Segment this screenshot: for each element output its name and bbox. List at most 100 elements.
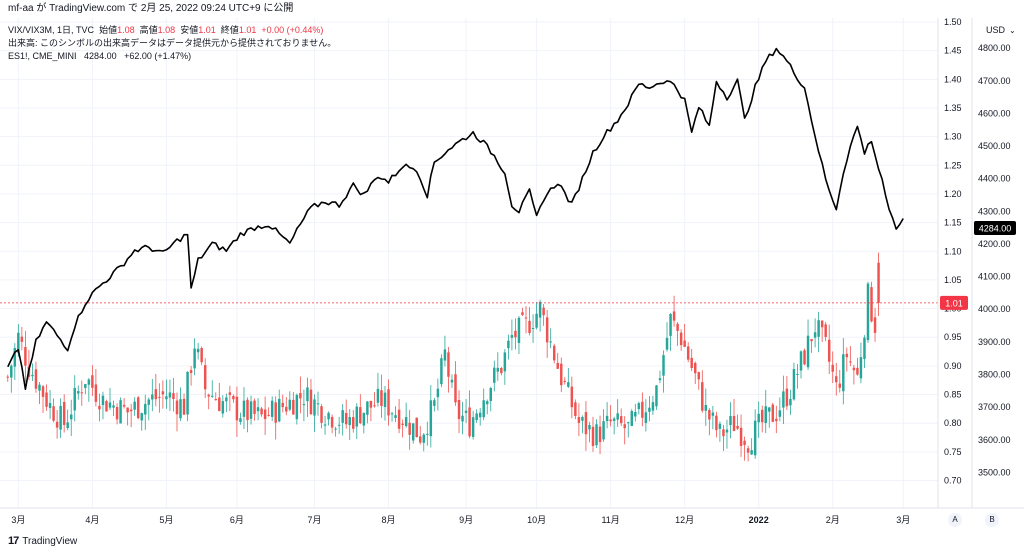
legend-open: 1.08 bbox=[117, 25, 135, 35]
candle-body bbox=[383, 392, 387, 407]
candle-body bbox=[87, 379, 91, 385]
es-tick-label: 4400.00 bbox=[978, 174, 1011, 184]
candle-body bbox=[475, 413, 478, 421]
candle-body bbox=[535, 313, 538, 328]
candle-body bbox=[870, 287, 873, 322]
candle-body bbox=[263, 409, 267, 420]
candle-body bbox=[80, 392, 84, 394]
tradingview-logo[interactable]: 17 TradingView bbox=[8, 535, 77, 547]
candle-body bbox=[200, 348, 203, 363]
svg-text:USD: USD bbox=[986, 25, 1006, 35]
candle-body bbox=[711, 412, 715, 416]
candle-body bbox=[221, 401, 225, 414]
candle-body bbox=[62, 401, 66, 425]
candle-body bbox=[718, 423, 722, 429]
svg-text:4284.00: 4284.00 bbox=[979, 224, 1012, 234]
candle-body bbox=[108, 402, 112, 408]
candle-body bbox=[651, 402, 655, 411]
candle-body bbox=[782, 391, 785, 408]
candle-body bbox=[69, 414, 73, 420]
candle-body bbox=[658, 378, 662, 381]
auto-scale-button[interactable]: A bbox=[948, 513, 962, 527]
candle-body bbox=[662, 355, 665, 376]
es-tick-label: 3700.00 bbox=[978, 402, 1011, 412]
candle-body bbox=[112, 405, 115, 408]
es-tick-label: 3600.00 bbox=[978, 435, 1011, 445]
es-tick-label: 3500.00 bbox=[978, 467, 1011, 477]
candle-body bbox=[182, 398, 186, 415]
svg-text:1.01: 1.01 bbox=[945, 298, 963, 308]
candle-body bbox=[750, 450, 753, 455]
legend-ratio-row[interactable]: VIX/VIX3M, 1日, TVC 始値1.08 高値1.08 安値1.01 … bbox=[8, 25, 324, 35]
candle-body bbox=[510, 335, 514, 338]
candle-body bbox=[517, 317, 521, 344]
candle-body bbox=[295, 394, 299, 420]
candle-body bbox=[84, 384, 87, 388]
candle-body bbox=[813, 332, 817, 338]
candle-body bbox=[168, 392, 172, 398]
candle-body bbox=[873, 317, 877, 333]
legend-es-value: 4284.00 bbox=[84, 51, 117, 61]
candle-body bbox=[507, 340, 510, 349]
candlestick-series bbox=[6, 252, 880, 462]
ratio-tick-label: 0.85 bbox=[944, 390, 962, 400]
candle-body bbox=[665, 337, 669, 350]
candle-body bbox=[151, 394, 154, 400]
candle-body bbox=[577, 417, 581, 423]
candle-body bbox=[426, 433, 429, 435]
candle-body bbox=[637, 403, 641, 410]
candle-body bbox=[45, 392, 48, 407]
candle-body bbox=[464, 410, 468, 413]
candle-body bbox=[91, 375, 94, 388]
candle-body bbox=[373, 405, 376, 407]
es-last-badge: 4284.00 bbox=[974, 221, 1016, 235]
ratio-tick-label: 1.05 bbox=[944, 275, 962, 285]
legend-es-row[interactable]: ES1!, CME_MINI 4284.00 +62.00 (+1.47%) bbox=[8, 50, 336, 63]
candle-body bbox=[493, 367, 496, 383]
candle-body bbox=[693, 362, 697, 374]
candle-body bbox=[228, 392, 232, 395]
es-tick-label: 4000.00 bbox=[978, 304, 1011, 314]
candle-body bbox=[623, 424, 626, 429]
candle-body bbox=[175, 400, 179, 415]
candle-body bbox=[344, 412, 348, 425]
candle-body bbox=[634, 411, 637, 417]
candle-body bbox=[48, 403, 52, 408]
candle-body bbox=[165, 396, 168, 400]
candle-body bbox=[810, 339, 813, 342]
candle-body bbox=[454, 374, 457, 403]
candle-body bbox=[690, 357, 693, 369]
es-tick-label: 4800.00 bbox=[978, 43, 1011, 53]
candle-body bbox=[732, 415, 736, 431]
candle-body bbox=[715, 415, 718, 431]
candle-body bbox=[140, 413, 143, 421]
candle-body bbox=[743, 440, 746, 446]
candle-body bbox=[330, 416, 334, 428]
candle-body bbox=[648, 407, 651, 412]
candle-body bbox=[574, 402, 577, 417]
candle-body bbox=[877, 262, 880, 303]
time-tick-label: 7月 bbox=[307, 515, 321, 525]
candle-body bbox=[581, 417, 584, 421]
time-tick-label: 4月 bbox=[85, 515, 99, 525]
es-price-axis[interactable]: 3500.00 3600.00 3700.00 3800.00 3900.00 4000.… bbox=[978, 43, 1011, 477]
candle-body bbox=[552, 345, 556, 361]
candle-body bbox=[172, 393, 175, 400]
candle-body bbox=[38, 384, 41, 391]
candle-body bbox=[214, 398, 218, 401]
es-tick-label: 4200.00 bbox=[978, 239, 1011, 249]
candle-body bbox=[306, 387, 309, 402]
candle-body bbox=[136, 397, 140, 419]
time-axis[interactable]: 3月 4月 5月 6月 7月 8月 9月 10月 11月 12月 2022 2月 3月 bbox=[11, 515, 910, 525]
candle-body bbox=[52, 406, 55, 421]
candle-body bbox=[627, 422, 630, 424]
candle-body bbox=[20, 336, 24, 342]
scale-b-button[interactable]: B bbox=[985, 513, 999, 527]
candle-body bbox=[496, 367, 500, 372]
candle-body bbox=[394, 415, 397, 419]
candle-body bbox=[500, 368, 503, 374]
ratio-tick-label: 0.95 bbox=[944, 332, 962, 342]
ratio-price-axis[interactable]: 0.700.750.800.850.900.951.001.051.101.15… bbox=[944, 17, 962, 486]
candle-body bbox=[249, 401, 253, 419]
